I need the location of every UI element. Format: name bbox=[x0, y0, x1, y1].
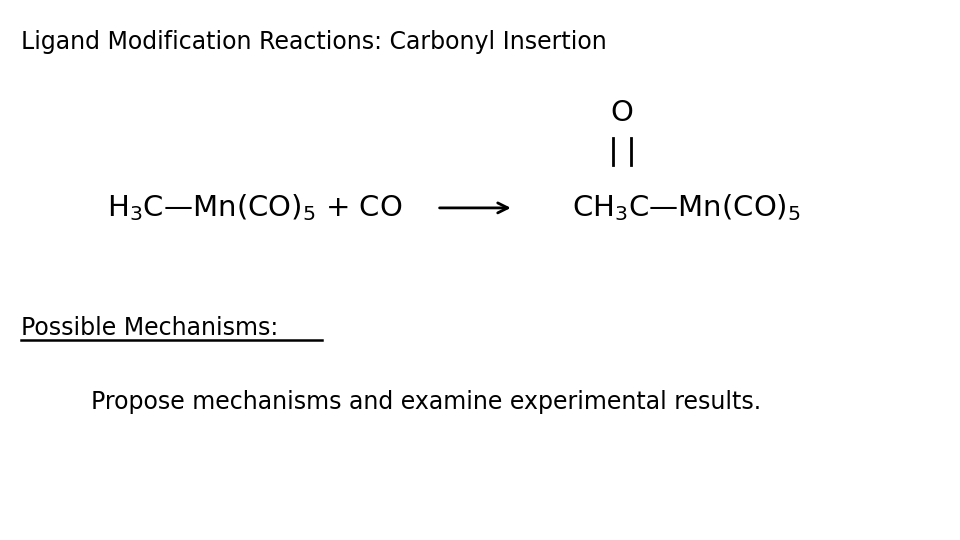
Text: CH$_3$C—Mn(CO)$_5$: CH$_3$C—Mn(CO)$_5$ bbox=[572, 192, 801, 224]
Text: Propose mechanisms and examine experimental results.: Propose mechanisms and examine experimen… bbox=[91, 390, 761, 414]
Text: H$_3$C—Mn(CO)$_5$ + CO: H$_3$C—Mn(CO)$_5$ + CO bbox=[107, 192, 402, 224]
Text: Possible Mechanisms:: Possible Mechanisms: bbox=[21, 316, 278, 340]
Text: O: O bbox=[611, 99, 634, 127]
Text: Ligand Modification Reactions: Carbonyl Insertion: Ligand Modification Reactions: Carbonyl … bbox=[21, 30, 607, 53]
